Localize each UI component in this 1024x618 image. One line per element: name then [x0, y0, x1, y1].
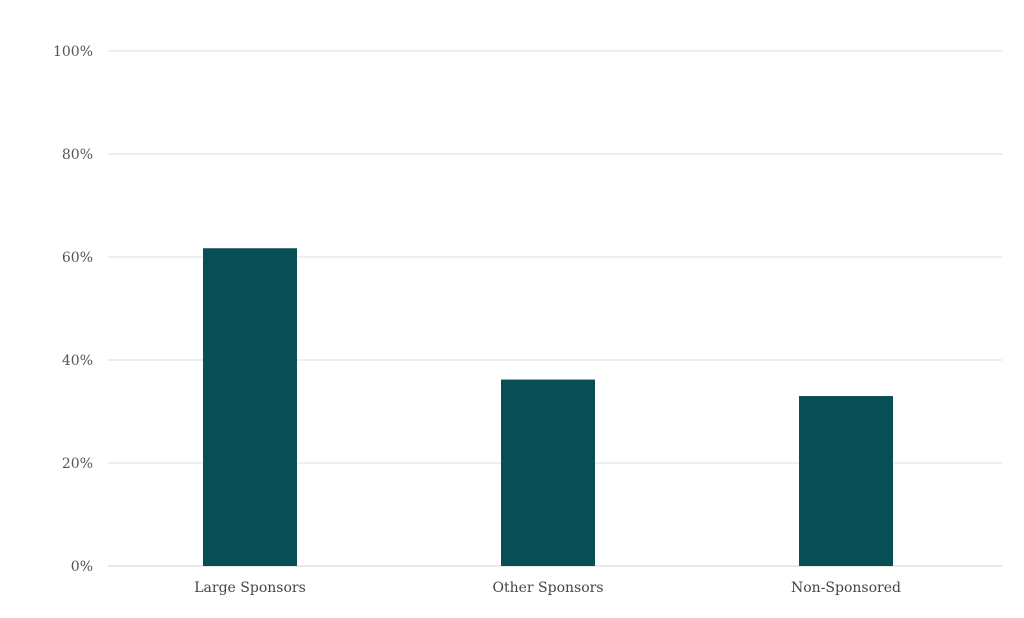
x-tick-label-non-sponsored: Non-Sponsored [791, 580, 901, 596]
y-tick-label-0: 0% [71, 559, 93, 575]
bar-other-sponsors [501, 379, 595, 566]
y-tick-label-40: 40% [62, 353, 93, 369]
y-axis-tick-labels: 0% 20% 40% 60% 80% 100% [53, 44, 93, 575]
y-tick-label-80: 80% [62, 147, 93, 163]
x-axis-tick-labels: Large Sponsors Other Sponsors Non-Sponsore… [194, 580, 901, 596]
x-tick-label-other-sponsors: Other Sponsors [492, 580, 603, 596]
y-tick-label-60: 60% [62, 250, 93, 266]
bar-large-sponsors [203, 248, 297, 566]
bar-non-sponsored [799, 396, 893, 566]
x-tick-label-large-sponsors: Large Sponsors [194, 580, 306, 596]
bars [203, 248, 893, 566]
y-tick-label-20: 20% [62, 456, 93, 472]
y-tick-label-100: 100% [53, 44, 93, 60]
